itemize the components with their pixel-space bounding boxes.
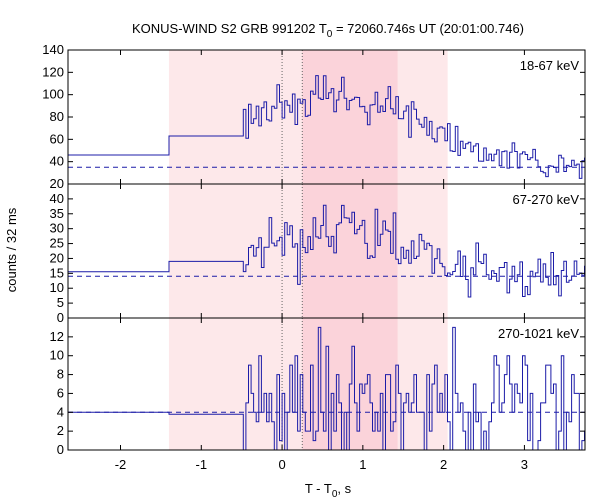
y-tick-label: 12 (50, 329, 64, 344)
panel-1: 20 40 60 80 100 120 140 18-67 keV (42, 42, 586, 191)
y-tick-label: 2 (57, 423, 64, 438)
y-tick-label: 40 (50, 191, 64, 206)
y-tick-label: 140 (42, 42, 64, 57)
panel-3: 0 2 4 6 8 10 12 270-1021 keV (50, 317, 586, 457)
light-curve-series (68, 326, 585, 451)
panel-frame (67, 317, 586, 451)
x-tick-label: -2 (115, 457, 127, 472)
y-tick-label: 25 (50, 236, 64, 251)
y-tick-label: 10 (50, 348, 64, 363)
x-tick-label: 0 (278, 457, 285, 472)
light-curve-series (68, 204, 585, 298)
x-tick-label: -1 (196, 457, 208, 472)
y-tick-label: 6 (57, 385, 64, 400)
y-tick-label: 5 (57, 295, 64, 310)
y-tick-label: 40 (50, 154, 64, 169)
shaded-region-2 (302, 184, 398, 318)
y-axis-label: counts / 32 ms (4, 207, 19, 292)
y-tick-label: 4 (57, 404, 64, 419)
y-tick-label: 8 (57, 367, 64, 382)
y-tick-label: 120 (42, 64, 64, 79)
y-tick-label: 10 (50, 280, 64, 295)
y-tick-label: 0 (57, 442, 64, 457)
y-tick-label: 20 (50, 176, 64, 191)
x-axis-label: T - T0, s (305, 481, 352, 500)
y-tick-label: 80 (50, 109, 64, 124)
x-tick-label: 1 (359, 457, 366, 472)
energy-band-label: 67-270 keV (513, 192, 580, 207)
y-tick-label: 0 (57, 310, 64, 325)
x-tick-label: 2 (440, 457, 447, 472)
y-tick-label: 35 (50, 206, 64, 221)
shaded-region-2 (302, 50, 398, 184)
light-curve-series (68, 75, 585, 179)
y-tick-label: 100 (42, 87, 64, 102)
x-tick-label: 3 (521, 457, 528, 472)
y-tick-label: 30 (50, 221, 64, 236)
energy-band-label: 18-67 keV (520, 58, 580, 73)
y-tick-label: 15 (50, 265, 64, 280)
y-tick-label: 20 (50, 250, 64, 265)
energy-band-label: 270-1021 keV (498, 326, 579, 341)
y-tick-label: 60 (50, 131, 64, 146)
chart-title: KONUS-WIND S2 GRB 991202 T0 = 72060.746s… (132, 21, 524, 40)
